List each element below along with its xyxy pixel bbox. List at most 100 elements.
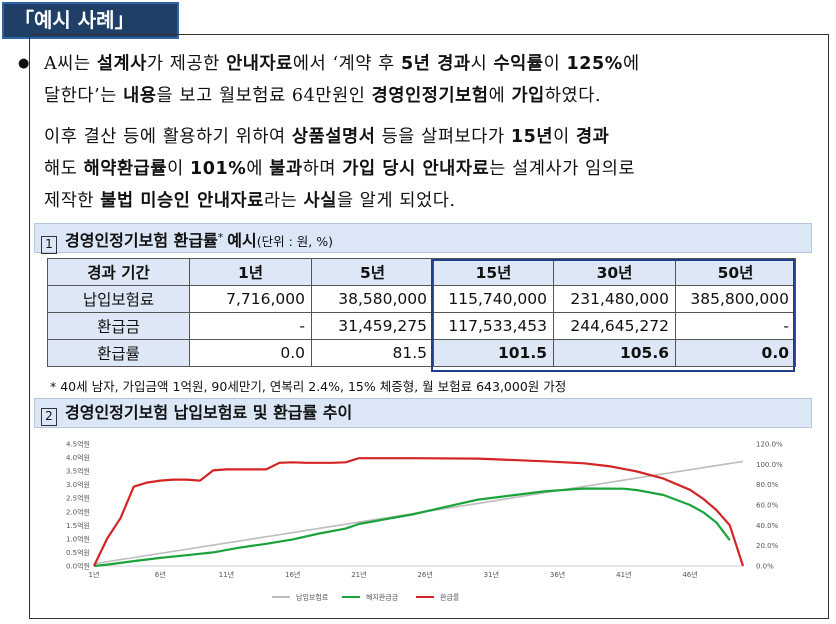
- emphasis-text: 불과: [269, 159, 303, 179]
- row-label: 납입보험료: [47, 285, 190, 313]
- x-tick-label: 36년: [550, 570, 565, 579]
- body-text: 을 알게 되었다.: [336, 191, 456, 211]
- body-text: 이후 결산 등에 활용하기 위하여: [44, 127, 292, 147]
- section-1-number: 1: [41, 236, 57, 254]
- y-right-tick-label: 60.0%: [756, 502, 779, 510]
- x-tick-label: 41년: [616, 570, 631, 579]
- y-left-tick-label: 3.5억원: [66, 467, 90, 476]
- body-text: 이: [543, 54, 567, 74]
- emphasis-text: 101%: [189, 159, 247, 179]
- x-tick-label: 31년: [484, 570, 499, 579]
- section-2-number: 2: [41, 408, 57, 426]
- y-right-tick-label: 80.0%: [756, 481, 779, 489]
- x-tick-label: 11년: [219, 570, 234, 579]
- body-text: 라는: [263, 191, 304, 211]
- table-cell: 244,645,272: [553, 312, 676, 340]
- y-left-tick-label: 0.0억원: [66, 562, 90, 571]
- y-left-tick-label: 2.5억원: [66, 494, 90, 503]
- emphasis-text: 설계사: [96, 54, 147, 74]
- emphasis-text: 경영인정기보험: [371, 86, 489, 106]
- paragraph-line: A씨는 설계사가 제공한 안내자료에서 ‘계약 후 5년 경과시 수익률이 12…: [44, 48, 824, 81]
- body-text: 하였다.: [544, 86, 602, 106]
- bullet-icon: ●: [18, 56, 30, 71]
- table-cell: 385,800,000: [675, 285, 796, 313]
- table-cell: 38,580,000: [311, 285, 434, 313]
- x-tick-label: 1년: [89, 570, 100, 579]
- emphasis-text: 가입: [511, 86, 545, 106]
- emphasis-text: 상품설명서: [291, 127, 376, 147]
- x-tick-label: 26년: [417, 570, 432, 579]
- section-1-unit: (단위 : 원, %): [256, 234, 333, 249]
- body-text: A씨는: [44, 54, 97, 74]
- case-tag: 「예시 사례」: [2, 2, 179, 39]
- body-text: 에: [246, 159, 270, 179]
- section-1-title2: 예시: [227, 231, 257, 250]
- y-left-tick-label: 1.5억원: [66, 521, 90, 530]
- legend-label: 해지환급금: [366, 593, 399, 602]
- row-label: 환급금: [47, 312, 190, 340]
- table-cell: 101.5: [433, 339, 554, 367]
- table-header: 50년: [675, 258, 796, 286]
- section-1-header: 1 경영인정기보험 환급률* 예시(단위 : 원, %): [34, 223, 812, 254]
- body-text: 을 보고 월보험료 64만원인: [156, 86, 372, 106]
- y-right-tick-label: 40.0%: [756, 522, 779, 530]
- emphasis-text: 수익률: [493, 54, 544, 74]
- body-text: 등을 살펴보다가: [375, 127, 511, 147]
- body-text: 에: [488, 86, 512, 106]
- body-text: 하며: [302, 159, 343, 179]
- section-2-title: 경영인정기보험 납입보험료 및 환급률 추이: [65, 403, 353, 422]
- table-cell: 81.5: [311, 339, 434, 367]
- paragraph-line: 해도 해약환급률이 101%에 불과하며 가입 당시 안내자료는 설계사가 임의…: [44, 153, 824, 186]
- body-text: 달한다’는: [44, 86, 124, 106]
- emphasis-text: 내용: [123, 86, 157, 106]
- body-text: 제작한: [44, 191, 101, 211]
- table-cell: 115,740,000: [433, 285, 554, 313]
- table-header: 15년: [433, 258, 554, 286]
- refund-line: [93, 487, 731, 568]
- y-right-tick-label: 120.0%: [756, 441, 783, 449]
- section-2-header: 2 경영인정기보험 납입보험료 및 환급률 추이: [34, 398, 812, 428]
- table-header-row: 경과 기간 1년 5년 15년 30년 50년: [47, 258, 796, 286]
- x-tick-label: 6년: [155, 570, 166, 579]
- table-cell: 105.6: [553, 339, 676, 367]
- emphasis-text: 가입 당시 안내자료: [342, 159, 490, 179]
- table-cell: -: [189, 312, 312, 340]
- paragraph-line: 달한다’는 내용을 보고 월보험료 64만원인 경영인정기보험에 가입하였다.: [44, 80, 824, 113]
- y-right-tick-label: 0.0%: [756, 563, 774, 571]
- body-text: 에서 ‘계약 후: [292, 54, 402, 74]
- table-row: 납입보험료 7,716,000 38,580,000 115,740,000 2…: [47, 285, 796, 313]
- emphasis-text: 사실: [303, 191, 337, 211]
- paragraph-line: 이후 결산 등에 활용하기 위하여 상품설명서 등을 살펴보다가 15년이 경과: [44, 121, 824, 154]
- body-text: 가 제공한: [146, 54, 227, 74]
- emphasis-text: 15년: [510, 127, 554, 147]
- paragraph-line: 제작한 불법 미승인 안내자료라는 사실을 알게 되었다.: [44, 185, 824, 218]
- content-frame: [29, 34, 829, 619]
- table-row: 환급률 0.0 81.5 101.5 105.6 0.0: [47, 339, 796, 367]
- table-header: 30년: [553, 258, 676, 286]
- body-text: 는 설계사가 임의로: [489, 159, 636, 179]
- table-header: 5년: [311, 258, 434, 286]
- body-text: 이: [167, 159, 190, 179]
- x-tick-label: 16년: [285, 570, 300, 579]
- body-text: 시: [470, 54, 494, 74]
- emphasis-text: 경과: [575, 127, 610, 147]
- table-header: 1년: [189, 258, 312, 286]
- table-cell: 7,716,000: [189, 285, 312, 313]
- y-left-tick-label: 0.5억원: [66, 548, 90, 557]
- table-row: 환급금 - 31,459,275 117,533,453 244,645,272…: [47, 312, 796, 340]
- emphasis-text: 안내자료: [226, 54, 293, 74]
- y-left-tick-label: 4.0억원: [66, 453, 90, 462]
- table-cell: 0.0: [189, 339, 312, 367]
- row-label: 환급률: [47, 339, 190, 367]
- table-header: 경과 기간: [47, 258, 190, 286]
- body-text: 이: [553, 127, 576, 147]
- y-left-tick-label: 3.0억원: [66, 480, 90, 489]
- table-cell: 117,533,453: [433, 312, 554, 340]
- body-text: 에: [622, 54, 640, 74]
- table-cell: 0.0: [675, 339, 796, 367]
- rate-line: [93, 457, 745, 567]
- legend-label: 환급률: [440, 593, 460, 602]
- body-text: 해도: [44, 159, 84, 179]
- x-tick-label: 21년: [351, 570, 366, 579]
- emphasis-text: 125%: [566, 54, 623, 74]
